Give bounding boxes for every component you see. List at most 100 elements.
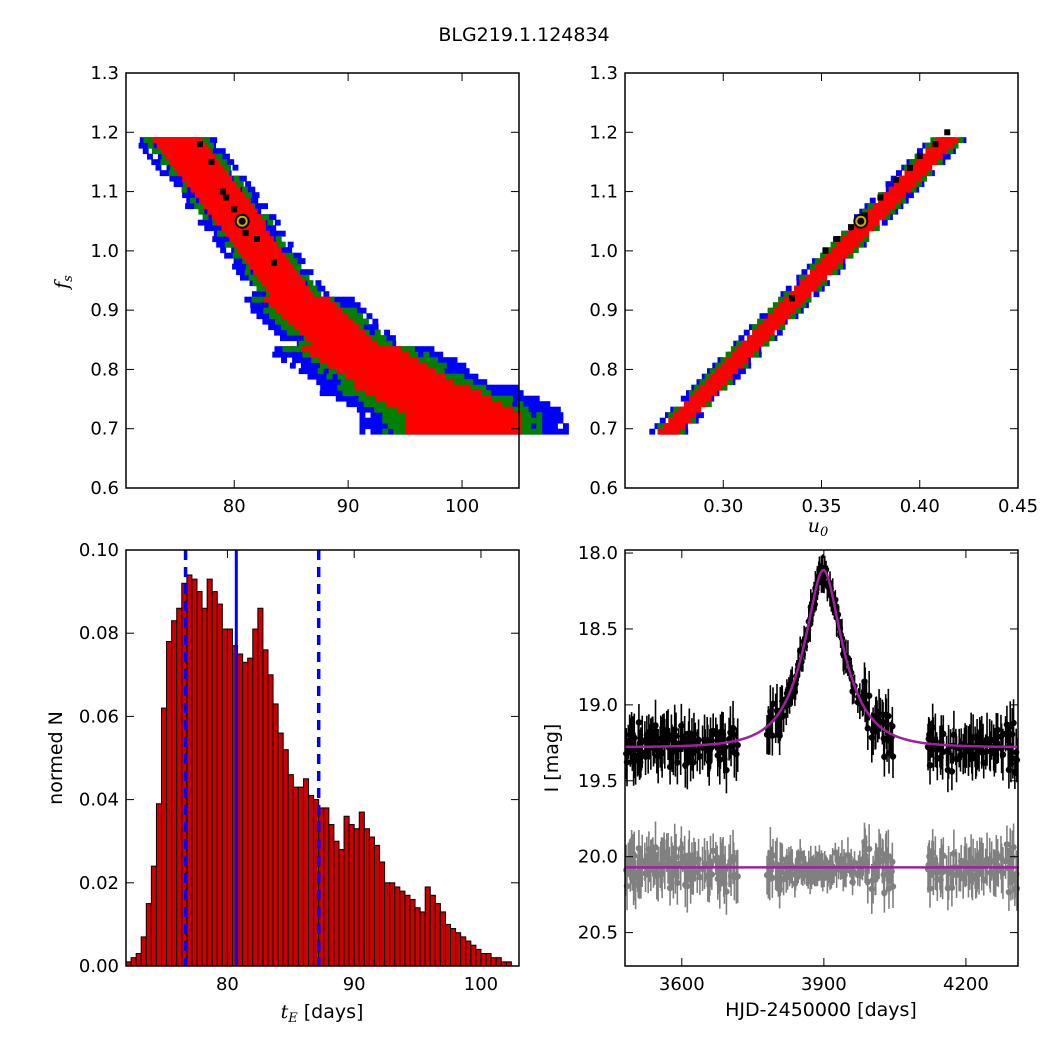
tE-fs-cell-sigma1 bbox=[318, 346, 324, 353]
tE-fs-cell-sigma1 bbox=[397, 395, 404, 402]
tE-fs-cell-sigma1 bbox=[322, 340, 329, 347]
tE-fs-cell-sigma3 bbox=[533, 401, 540, 408]
tE-fs-cell-sigma1 bbox=[237, 197, 244, 204]
residual-point bbox=[723, 888, 730, 895]
tE-fs-cell-sigma1 bbox=[290, 274, 296, 281]
u0-fs-cell-sigma3 bbox=[738, 335, 745, 342]
tE-fs-cell-sigma2 bbox=[393, 428, 400, 435]
u0-fs-cell-sigma1 bbox=[684, 417, 691, 424]
tE-fs-cell-sigma2 bbox=[346, 313, 352, 320]
u0-fs-cell-sigma1 bbox=[768, 318, 775, 325]
tE-fs-cell-sigma3 bbox=[274, 346, 281, 353]
u0-fs-cell-sigma1 bbox=[799, 280, 806, 287]
tE-fs-cell-sigma2 bbox=[143, 137, 150, 144]
tE-fs-cell-sigma3 bbox=[169, 175, 176, 182]
tE-fs-cell-sigma1 bbox=[487, 417, 494, 424]
u0-fs-cell-sigma1 bbox=[942, 148, 948, 155]
tE-fs-cell-sigma3 bbox=[346, 395, 353, 402]
tE-fs-cell-sigma2 bbox=[433, 368, 440, 375]
tE-fs-cell-sigma1 bbox=[447, 395, 454, 402]
u0-fs-cell-sigma1 bbox=[915, 164, 922, 171]
histogram-y-tick-label: 0.02 bbox=[79, 873, 119, 894]
tE-fs-cell-sigma1 bbox=[447, 390, 454, 397]
tE-fs-cell-sigma1 bbox=[406, 373, 412, 380]
residual-point bbox=[678, 844, 685, 852]
tE-fs-density-peak bbox=[219, 188, 226, 195]
residual-point bbox=[889, 883, 897, 890]
u0-fs-cell-sigma1 bbox=[762, 318, 769, 325]
tE-fs-cell-sigma1 bbox=[178, 142, 185, 149]
u0-fs-cell-sigma2 bbox=[757, 318, 763, 325]
tE-fs-cell-sigma1 bbox=[191, 159, 198, 166]
histogram-bar bbox=[343, 815, 350, 967]
tE-fs-cell-sigma1 bbox=[172, 148, 178, 155]
tE-fs-cell-sigma1 bbox=[316, 340, 323, 347]
histogram-bar bbox=[211, 591, 218, 967]
u0-fs-cell-sigma2 bbox=[809, 263, 816, 270]
tE-fs-cell-sigma3 bbox=[532, 406, 539, 413]
data-point bbox=[940, 730, 947, 738]
data-point bbox=[721, 744, 729, 751]
tE-fs-cell-sigma3 bbox=[311, 362, 318, 369]
tE-fs-cell-sigma1 bbox=[248, 225, 255, 232]
tE-fs-cell-sigma3 bbox=[313, 373, 319, 380]
u0-fs-cell-sigma1 bbox=[920, 153, 927, 160]
u0-fs-cell-sigma1 bbox=[695, 401, 701, 408]
tE-fs-cell-sigma2 bbox=[501, 395, 508, 402]
tE-fs-cell-sigma2 bbox=[490, 395, 497, 402]
u0-fs-cell-sigma2 bbox=[820, 252, 826, 259]
tE-fs-cell-sigma1 bbox=[487, 423, 494, 430]
tE-fs-cell-sigma1 bbox=[392, 379, 399, 386]
tE-fs-cell-sigma1 bbox=[453, 384, 460, 391]
tE-fs-cell-sigma1 bbox=[188, 148, 195, 155]
tE-fs-cell-sigma1 bbox=[446, 401, 453, 408]
tE-fs-cell-sigma1 bbox=[198, 153, 205, 160]
u0-fs-cell-sigma1 bbox=[721, 368, 727, 375]
tE-fs-cell-sigma2 bbox=[317, 368, 324, 375]
tE-fs-cell-sigma1 bbox=[298, 318, 305, 325]
tE-fs-cell-sigma1 bbox=[184, 164, 191, 171]
data-point bbox=[889, 753, 897, 760]
tE-fs-density-peak bbox=[231, 206, 238, 213]
tE-fs-cell-sigma1 bbox=[215, 197, 222, 204]
u0-fs-cell-sigma1 bbox=[841, 241, 848, 248]
tE-fs-cell-sigma1 bbox=[204, 197, 211, 204]
tE-fs-cell-sigma3 bbox=[366, 313, 373, 320]
lightcurve-y-tick-label: 20.0 bbox=[578, 847, 618, 868]
tE-fs-cell-sigma1 bbox=[334, 346, 341, 353]
tE-fs-cell-sigma2 bbox=[252, 280, 259, 287]
tE-fs-cell-sigma3 bbox=[307, 269, 314, 276]
tE-fs-cell-sigma3 bbox=[256, 203, 263, 210]
data-point bbox=[734, 741, 741, 749]
tE-fs-cell-sigma3 bbox=[179, 181, 186, 188]
tE-fs-cell-sigma2 bbox=[232, 252, 239, 259]
tE-fs-cell-sigma1 bbox=[336, 313, 343, 320]
tE-fs-cell-sigma3 bbox=[255, 302, 262, 309]
tE-fs-cell-sigma1 bbox=[236, 230, 243, 237]
tE-fs-cell-sigma1 bbox=[297, 302, 304, 309]
tE-fs-cell-sigma2 bbox=[280, 318, 287, 325]
tE-fs-cell-sigma1 bbox=[249, 241, 256, 248]
tE-fs-cell-sigma3 bbox=[557, 428, 564, 435]
u0-fs-cell-sigma1 bbox=[700, 395, 707, 402]
tE-fs-cell-sigma2 bbox=[326, 373, 333, 380]
tE-fs-cell-sigma2 bbox=[181, 186, 188, 193]
u0-fs-cell-sigma3 bbox=[734, 373, 741, 380]
tE-fs-cell-sigma2 bbox=[342, 384, 349, 391]
tE-fs-cell-sigma1 bbox=[464, 384, 471, 391]
u0-fs-cell-sigma3 bbox=[740, 368, 746, 375]
tE-fs-cell-sigma1 bbox=[424, 401, 431, 408]
tE-fs-cell-sigma1 bbox=[359, 329, 366, 336]
tE-fs-y-tick-label: 1.0 bbox=[90, 241, 119, 262]
u0-fs-cell-sigma1 bbox=[889, 203, 896, 210]
u0-fs-cell-sigma1 bbox=[910, 181, 917, 188]
tE-fs-cell-sigma3 bbox=[512, 384, 519, 391]
u0-fs-cell-sigma1 bbox=[711, 390, 717, 397]
tE-fs-cell-sigma1 bbox=[404, 384, 411, 391]
tE-fs-cell-sigma3 bbox=[237, 263, 244, 270]
tE-fs-cell-sigma1 bbox=[441, 406, 447, 413]
tE-fs-cell-sigma3 bbox=[557, 417, 564, 424]
tE-fs-cell-sigma2 bbox=[170, 164, 176, 171]
u0-fs-cell-sigma1 bbox=[826, 258, 832, 265]
tE-fs-cell-sigma1 bbox=[287, 285, 293, 292]
